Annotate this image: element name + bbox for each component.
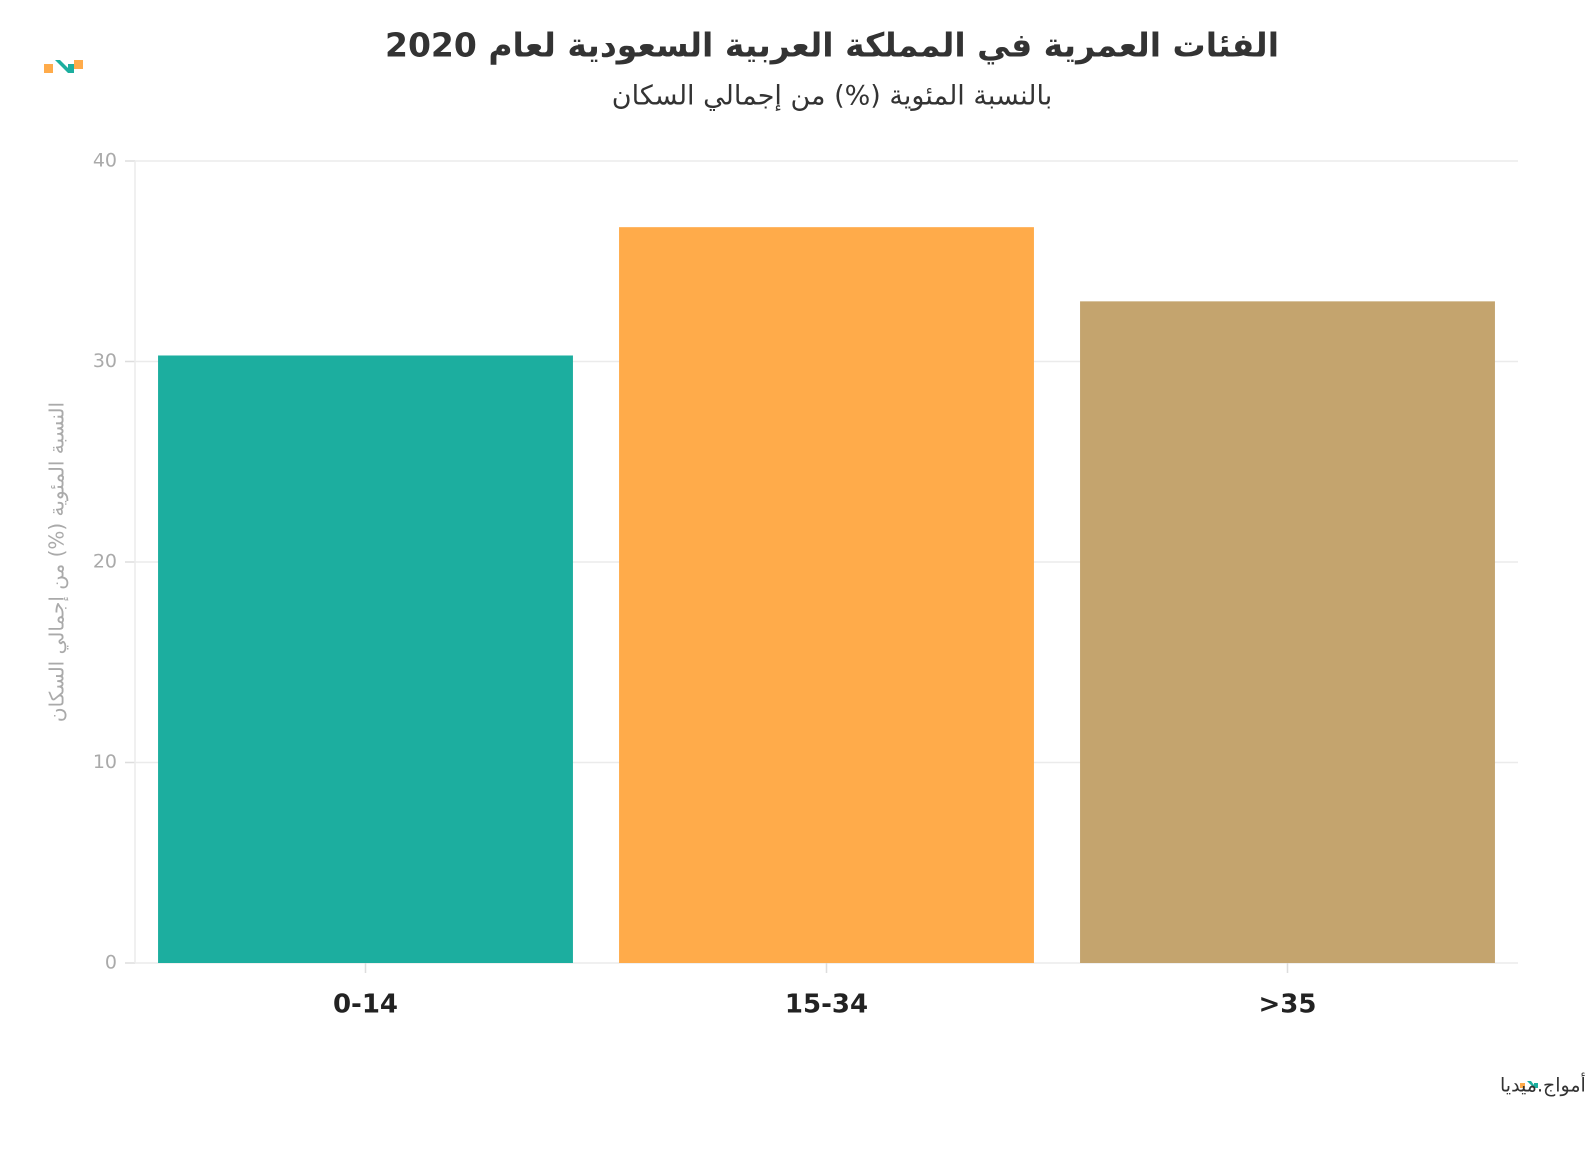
- x-tick-label: 0-14: [333, 990, 398, 1020]
- y-tick-label: 40: [93, 150, 117, 172]
- bar: [1080, 301, 1495, 964]
- x-tick-label: >35: [1259, 990, 1317, 1020]
- source-note: المصدر: الهيئة العامة للإحصاء بالمملكة ا…: [1500, 1073, 1592, 1097]
- y-tick-label: 10: [93, 751, 117, 773]
- y-tick-label: 0: [105, 952, 117, 974]
- y-axis-label: النسبة المئوية (%) من إجمالي السكان: [45, 402, 70, 722]
- chart-subtitle: بالنسبة المئوية (%) من إجمالي السكان: [612, 81, 1052, 112]
- x-tick-label: 15-34: [785, 990, 868, 1020]
- chart-title: الفئات العمرية في المملكة العربية السعود…: [385, 26, 1279, 66]
- y-tick-label: 30: [93, 350, 117, 372]
- y-tick-label: 20: [93, 551, 117, 573]
- source-logo: [1520, 1081, 1538, 1088]
- bar: [619, 227, 1034, 964]
- logo: [44, 60, 83, 73]
- bar: [158, 355, 573, 963]
